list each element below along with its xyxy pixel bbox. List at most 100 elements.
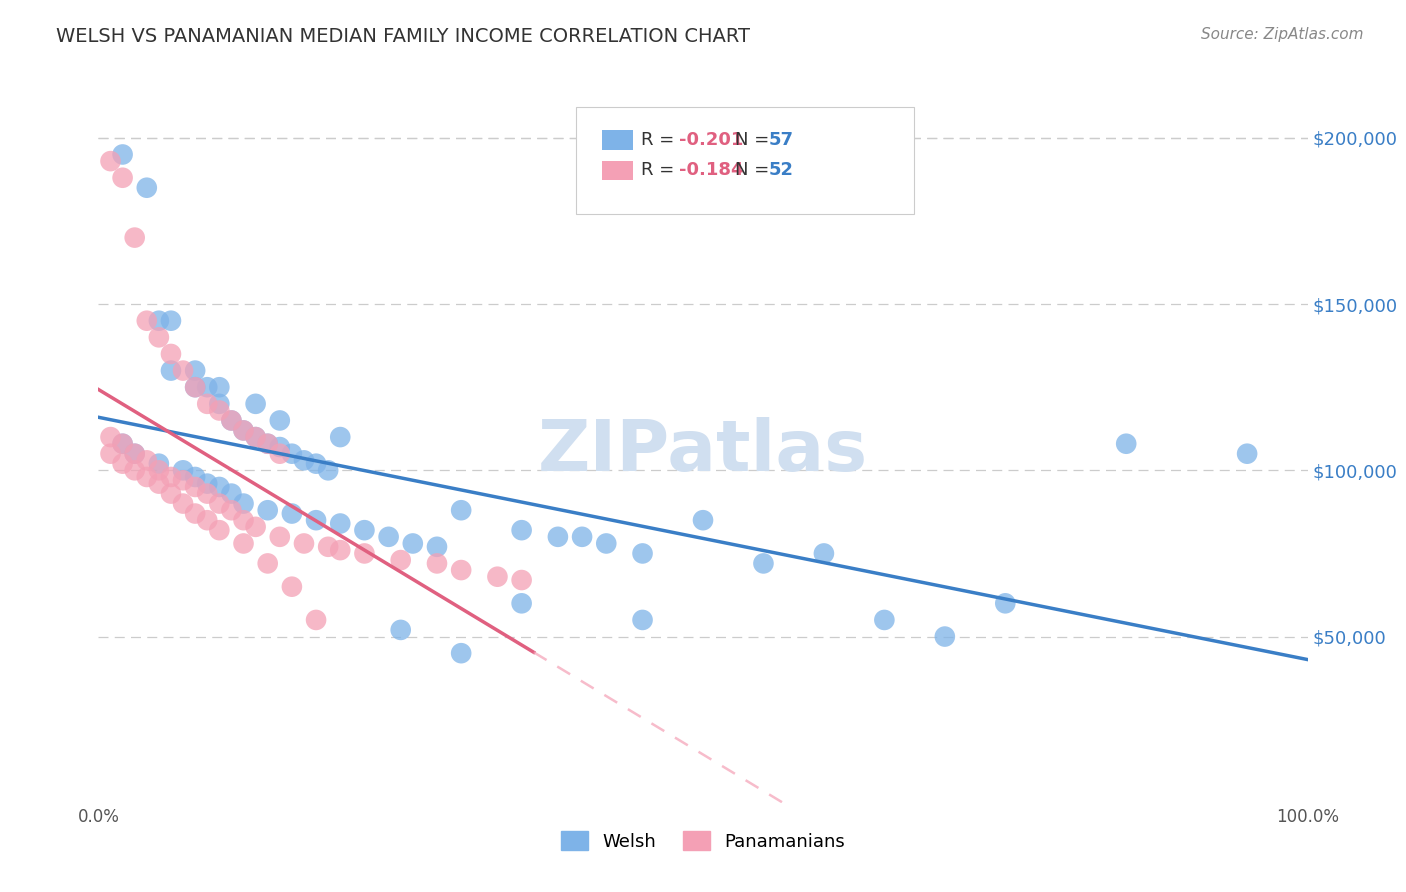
Panamanians [292, 536, 315, 550]
Welsh [353, 523, 375, 537]
Welsh [148, 314, 170, 328]
Welsh [269, 440, 291, 454]
Panamanians [281, 580, 304, 594]
Panamanians [221, 503, 243, 517]
Welsh [510, 523, 533, 537]
Panamanians [208, 497, 231, 511]
Panamanians [195, 397, 218, 411]
Panamanians [184, 507, 207, 521]
Welsh [208, 480, 231, 494]
Welsh [232, 424, 254, 438]
Welsh [221, 413, 243, 427]
Welsh [184, 363, 207, 377]
Welsh [450, 503, 472, 517]
Welsh [195, 380, 218, 394]
Panamanians [172, 363, 194, 377]
Text: N =: N = [735, 161, 775, 179]
Welsh [292, 453, 315, 467]
Welsh [269, 413, 291, 427]
Welsh [245, 397, 267, 411]
Panamanians [426, 557, 449, 571]
Welsh [752, 557, 775, 571]
Welsh [547, 530, 569, 544]
Panamanians [316, 540, 339, 554]
Welsh [160, 314, 183, 328]
Welsh [208, 397, 231, 411]
Panamanians [510, 573, 533, 587]
Welsh [184, 380, 207, 394]
Panamanians [232, 424, 254, 438]
Panamanians [208, 403, 231, 417]
Panamanians [195, 513, 218, 527]
Panamanians [450, 563, 472, 577]
Panamanians [135, 470, 157, 484]
Panamanians [269, 530, 291, 544]
Welsh [135, 180, 157, 194]
Panamanians [172, 473, 194, 487]
Panamanians [160, 486, 183, 500]
Text: -0.184: -0.184 [679, 161, 744, 179]
Welsh [329, 516, 352, 531]
Welsh [111, 147, 134, 161]
Welsh [692, 513, 714, 527]
Panamanians [208, 523, 231, 537]
Welsh [305, 513, 328, 527]
Welsh [510, 596, 533, 610]
Text: -0.201: -0.201 [679, 131, 744, 149]
Welsh [195, 476, 218, 491]
Welsh [208, 380, 231, 394]
Welsh [245, 430, 267, 444]
Panamanians [148, 330, 170, 344]
Welsh [595, 536, 617, 550]
Welsh [281, 507, 304, 521]
Welsh [160, 363, 183, 377]
Panamanians [124, 463, 146, 477]
Text: ZIPatlas: ZIPatlas [538, 417, 868, 486]
Panamanians [135, 314, 157, 328]
Panamanians [100, 154, 122, 169]
Welsh [281, 447, 304, 461]
Welsh [172, 463, 194, 477]
Welsh [1236, 447, 1258, 461]
Text: R =: R = [641, 161, 681, 179]
Welsh [994, 596, 1017, 610]
Welsh [184, 470, 207, 484]
Panamanians [184, 380, 207, 394]
Panamanians [269, 447, 291, 461]
Text: 57: 57 [769, 131, 794, 149]
Text: R =: R = [641, 131, 681, 149]
Panamanians [486, 570, 509, 584]
Welsh [111, 436, 134, 450]
Welsh [305, 457, 328, 471]
Panamanians [172, 497, 194, 511]
Legend: Welsh, Panamanians: Welsh, Panamanians [551, 822, 855, 860]
Panamanians [305, 613, 328, 627]
Welsh [1115, 436, 1137, 450]
Panamanians [389, 553, 412, 567]
Welsh [389, 623, 412, 637]
Panamanians [329, 543, 352, 558]
Panamanians [160, 470, 183, 484]
Welsh [813, 546, 835, 560]
Welsh [221, 486, 243, 500]
Panamanians [111, 457, 134, 471]
Welsh [329, 430, 352, 444]
Welsh [402, 536, 425, 550]
Panamanians [184, 480, 207, 494]
Panamanians [232, 536, 254, 550]
Text: WELSH VS PANAMANIAN MEDIAN FAMILY INCOME CORRELATION CHART: WELSH VS PANAMANIAN MEDIAN FAMILY INCOME… [56, 27, 751, 45]
Welsh [232, 497, 254, 511]
Panamanians [124, 230, 146, 244]
Welsh [124, 447, 146, 461]
Welsh [316, 463, 339, 477]
Panamanians [100, 430, 122, 444]
Welsh [873, 613, 896, 627]
Panamanians [100, 447, 122, 461]
Text: N =: N = [735, 131, 775, 149]
Panamanians [195, 486, 218, 500]
Welsh [256, 503, 278, 517]
Panamanians [124, 447, 146, 461]
Panamanians [245, 520, 267, 534]
Panamanians [111, 170, 134, 185]
Panamanians [148, 476, 170, 491]
